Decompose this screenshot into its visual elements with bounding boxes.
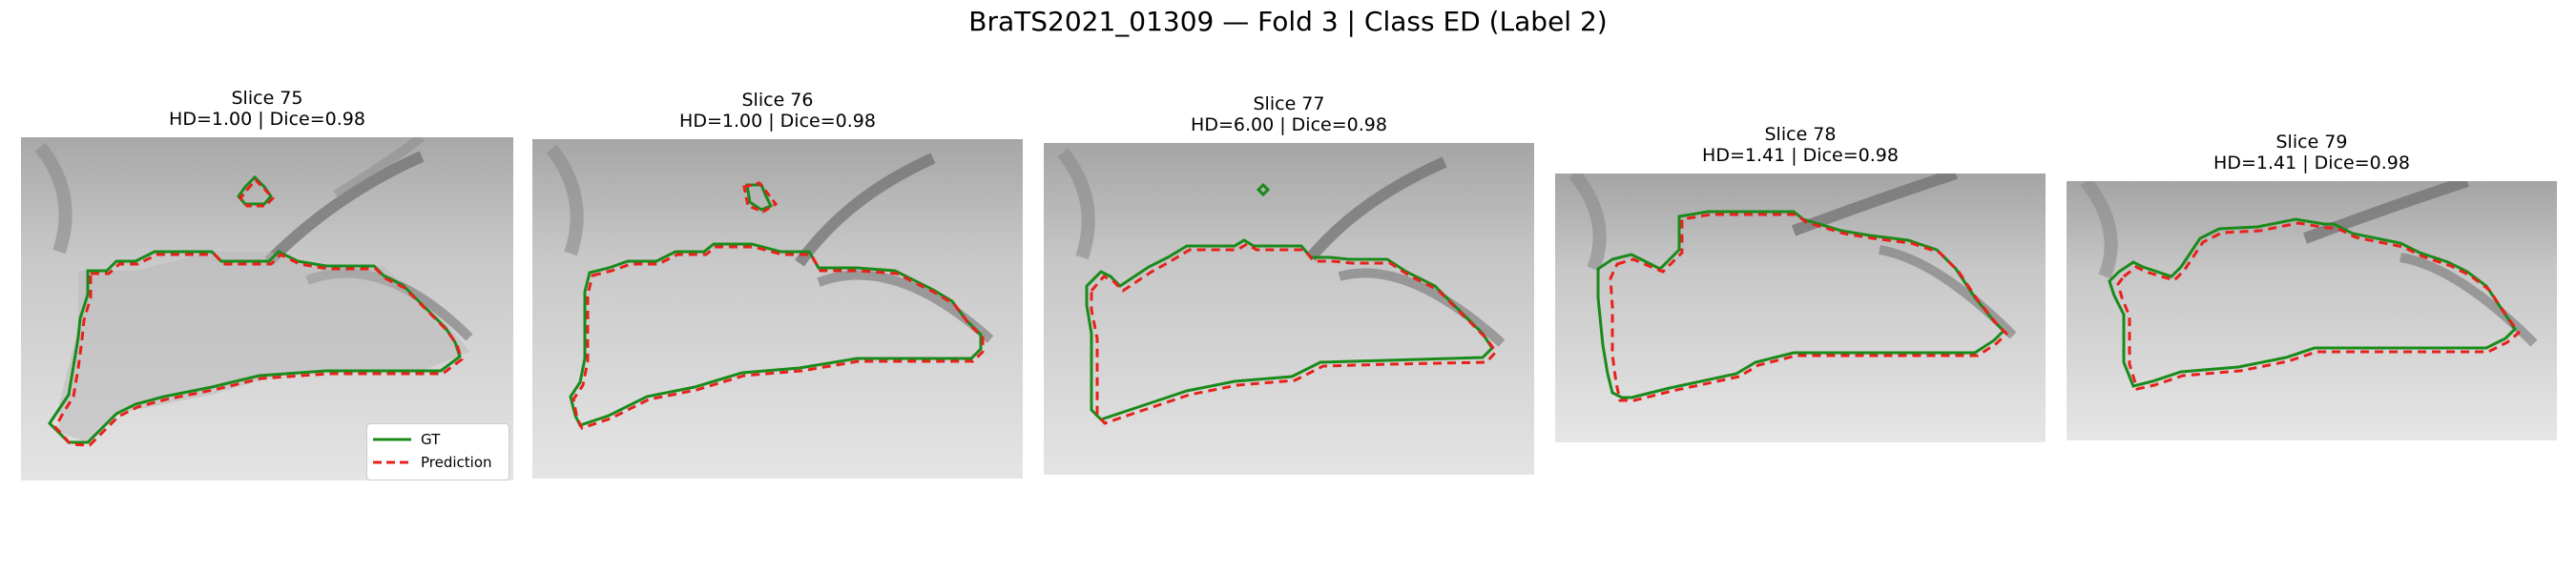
slice-panel-77: Slice 77 HD=6.00 | Dice=0.98 — [1044, 93, 1534, 477]
legend-prediction: Prediction — [373, 453, 492, 472]
prediction-line-swatch — [373, 460, 411, 464]
slice-title: Slice 77 — [1253, 93, 1325, 114]
legend-gt-label: GT — [421, 431, 441, 448]
slice-metrics: HD=1.00 | Dice=0.98 — [679, 111, 876, 132]
legend-gt: GT — [373, 430, 440, 449]
prediction-contour — [571, 245, 985, 430]
legend: GT Prediction — [366, 423, 509, 480]
slice-panel-75: Slice 75 HD=1.00 | Dice=0.98 GT Predicti… — [21, 88, 513, 486]
legend-prediction-label: Prediction — [421, 454, 492, 471]
slice-metrics: HD=1.41 | Dice=0.98 — [1702, 145, 1899, 166]
gt-line-swatch — [373, 438, 411, 441]
slice-title: Slice 76 — [741, 90, 814, 111]
prediction-contour-small — [239, 177, 276, 208]
prediction-contour-small — [742, 181, 779, 214]
prediction-contour — [1609, 213, 2009, 402]
slice-title: Slice 75 — [231, 88, 303, 109]
slice-panel-76: Slice 76 HD=1.00 | Dice=0.98 — [532, 90, 1023, 486]
slice-metrics: HD=1.41 | Dice=0.98 — [2213, 153, 2410, 174]
slice-image-77 — [1044, 143, 1534, 475]
slice-metrics: HD=6.00 | Dice=0.98 — [1191, 114, 1387, 135]
slice-panel-78: Slice 78 HD=1.41 | Dice=0.98 — [1555, 124, 2046, 448]
slice-metrics: HD=1.00 | Dice=0.98 — [169, 109, 365, 130]
figure-title: BraTS2021_01309 — Fold 3 | Class ED (Lab… — [968, 6, 1608, 37]
slice-image-76 — [532, 139, 1023, 479]
prediction-contour — [53, 253, 464, 447]
slice-panel-79: Slice 79 HD=1.41 | Dice=0.98 — [2067, 132, 2557, 444]
slice-image-78 — [1555, 174, 2046, 442]
slice-image-79 — [2067, 181, 2557, 440]
slice-title: Slice 78 — [1764, 124, 1837, 145]
slice-image-75 — [21, 137, 513, 480]
gt-contour-small — [1256, 182, 1271, 197]
slice-title: Slice 79 — [2275, 132, 2348, 153]
